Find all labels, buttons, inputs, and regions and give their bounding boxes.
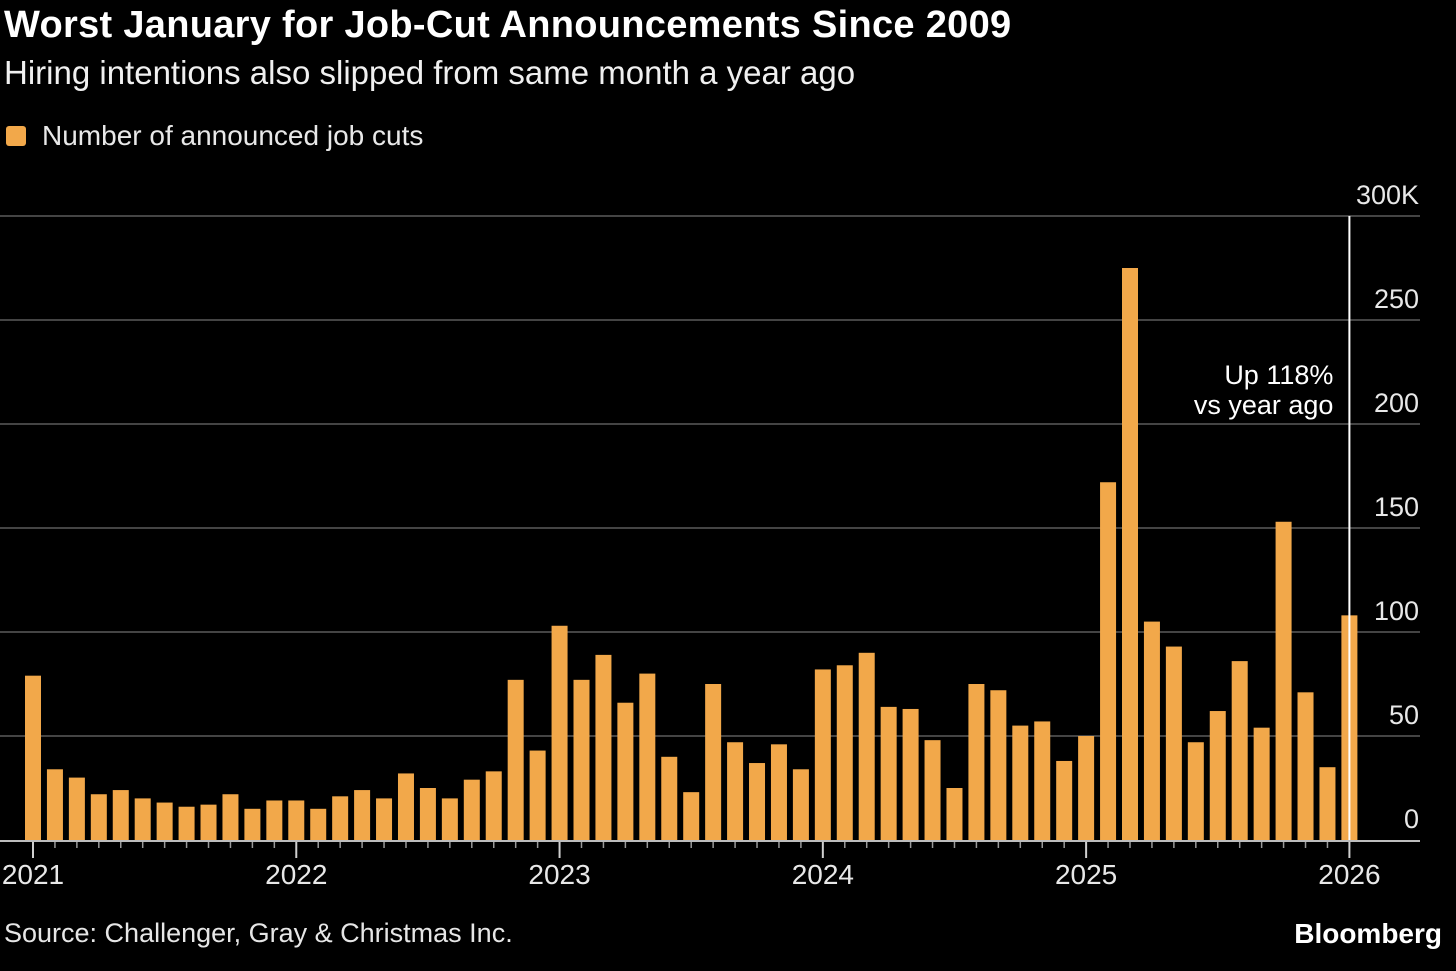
bar bbox=[1187, 742, 1204, 840]
bar bbox=[397, 773, 414, 840]
bar bbox=[376, 798, 393, 840]
bar bbox=[683, 792, 700, 840]
bar bbox=[46, 769, 63, 840]
bar bbox=[1122, 268, 1138, 840]
bar bbox=[200, 804, 217, 840]
bar bbox=[156, 802, 173, 840]
bar bbox=[68, 777, 85, 840]
x-tick-label: 2023 bbox=[528, 859, 590, 890]
bar bbox=[485, 771, 502, 840]
y-tick-label: 250 bbox=[1374, 284, 1419, 314]
bar bbox=[1253, 727, 1270, 840]
bar bbox=[463, 779, 480, 840]
bar bbox=[288, 800, 305, 840]
y-tick-label: 100 bbox=[1374, 596, 1419, 626]
bar bbox=[266, 800, 283, 840]
bar bbox=[507, 679, 524, 840]
bar bbox=[968, 684, 985, 840]
legend: Number of announced job cuts bbox=[6, 120, 423, 152]
y-tick-label: 200 bbox=[1374, 388, 1419, 418]
bar bbox=[1056, 760, 1073, 840]
bar bbox=[595, 654, 612, 840]
source-note: Source: Challenger, Gray & Christmas Inc… bbox=[4, 918, 513, 948]
bar bbox=[727, 742, 744, 840]
bar bbox=[792, 769, 809, 840]
bar bbox=[946, 788, 963, 840]
bar bbox=[1143, 621, 1160, 840]
x-tick-label: 2022 bbox=[265, 859, 327, 890]
y-tick-label: 150 bbox=[1374, 492, 1419, 522]
bar bbox=[1034, 721, 1051, 840]
annotation-text: vs year ago bbox=[1194, 390, 1334, 420]
bar bbox=[1297, 692, 1314, 840]
bar bbox=[134, 798, 151, 840]
y-tick-label: 50 bbox=[1389, 700, 1419, 730]
bar bbox=[112, 790, 129, 840]
chart-subtitle: Hiring intentions also slipped from same… bbox=[4, 54, 856, 91]
brand-logo: Bloomberg bbox=[1294, 918, 1442, 949]
bar bbox=[617, 702, 634, 840]
legend-label: Number of announced job cuts bbox=[42, 120, 424, 151]
bar bbox=[814, 669, 831, 840]
bar bbox=[90, 794, 107, 840]
bar bbox=[770, 744, 787, 840]
bar bbox=[244, 808, 261, 840]
bar bbox=[222, 794, 239, 840]
bar bbox=[1319, 767, 1336, 840]
bar bbox=[902, 708, 919, 840]
bar bbox=[551, 625, 568, 840]
chart-title: Worst January for Job-Cut Announcements … bbox=[4, 4, 1012, 46]
bar bbox=[858, 652, 875, 840]
bar bbox=[924, 740, 941, 840]
y-tick-label: 0 bbox=[1404, 804, 1419, 834]
bar bbox=[1209, 711, 1226, 840]
bar bbox=[705, 684, 722, 840]
bar bbox=[749, 763, 766, 840]
bar bbox=[661, 756, 678, 840]
y-tick-label: 300K bbox=[1356, 180, 1419, 210]
bar bbox=[1275, 521, 1292, 840]
bar bbox=[178, 806, 195, 840]
bar bbox=[639, 673, 656, 840]
bar bbox=[1165, 646, 1182, 840]
bar bbox=[354, 790, 371, 840]
bar bbox=[310, 808, 327, 840]
bar bbox=[419, 788, 436, 840]
bar bbox=[1100, 482, 1117, 840]
bar bbox=[529, 750, 546, 840]
bar bbox=[1231, 661, 1248, 840]
x-tick-label: 2025 bbox=[1055, 859, 1117, 890]
annotation-text: Up 118% bbox=[1224, 360, 1333, 390]
bar bbox=[441, 798, 458, 840]
x-tick-label: 2026 bbox=[1318, 859, 1380, 890]
bar bbox=[836, 665, 853, 840]
bar bbox=[25, 675, 41, 840]
x-tick-label: 2021 bbox=[2, 859, 64, 890]
bar bbox=[1012, 725, 1029, 840]
bar bbox=[1078, 736, 1095, 840]
x-tick-label: 2024 bbox=[792, 859, 854, 890]
bar bbox=[880, 706, 897, 840]
legend-swatch bbox=[6, 126, 26, 146]
bar bbox=[990, 690, 1007, 840]
bar bbox=[332, 796, 349, 840]
bar bbox=[573, 679, 590, 840]
